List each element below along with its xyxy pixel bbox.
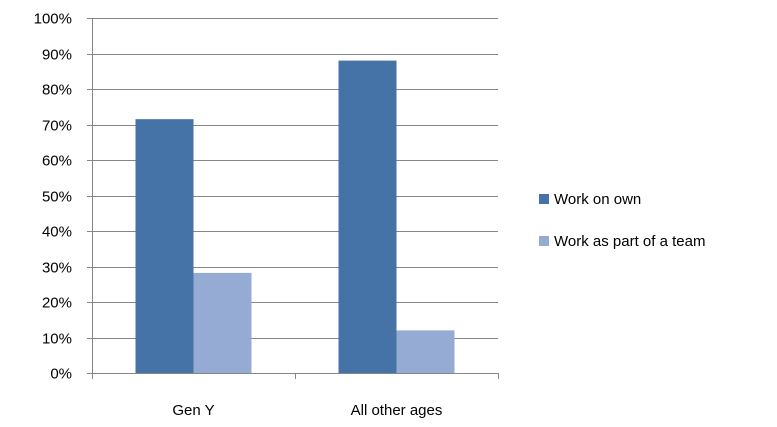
y-tick-label: 10% bbox=[42, 331, 72, 348]
bar-work-as-part-of-a-team-all-other-ages bbox=[396, 330, 455, 373]
y-tick-label: 90% bbox=[42, 47, 72, 64]
y-tick-label: 50% bbox=[42, 189, 72, 206]
legend-label: Work as part of a team bbox=[554, 233, 705, 250]
bar-work-as-part-of-a-team-gen-y bbox=[193, 272, 252, 373]
y-tick-label: 100% bbox=[34, 11, 72, 28]
legend-label: Work on own bbox=[554, 191, 641, 208]
bar-work-on-own-all-other-ages bbox=[338, 60, 397, 373]
y-tick-label: 40% bbox=[42, 224, 72, 241]
y-tick-label: 20% bbox=[42, 295, 72, 312]
legend-swatch bbox=[539, 236, 549, 246]
bar-work-on-own-gen-y bbox=[135, 119, 194, 373]
y-axis-tick-labels: 0% 10% 20% 30% 40% 50% 60% 70% 80% 90% 100% bbox=[34, 11, 72, 383]
legend: Work on own Work as part of a team bbox=[539, 191, 705, 250]
y-tick-label: 60% bbox=[42, 153, 72, 170]
y-tick-label: 70% bbox=[42, 118, 72, 135]
x-axis-category-labels: Gen Y All other ages bbox=[172, 402, 442, 419]
y-tick-label: 80% bbox=[42, 82, 72, 99]
axes bbox=[87, 18, 499, 379]
x-category-label: All other ages bbox=[351, 402, 443, 419]
y-tick-label: 0% bbox=[50, 366, 72, 383]
bars bbox=[135, 60, 455, 373]
y-tick-label: 30% bbox=[42, 260, 72, 277]
x-category-label: Gen Y bbox=[172, 402, 214, 419]
legend-swatch bbox=[539, 194, 549, 204]
